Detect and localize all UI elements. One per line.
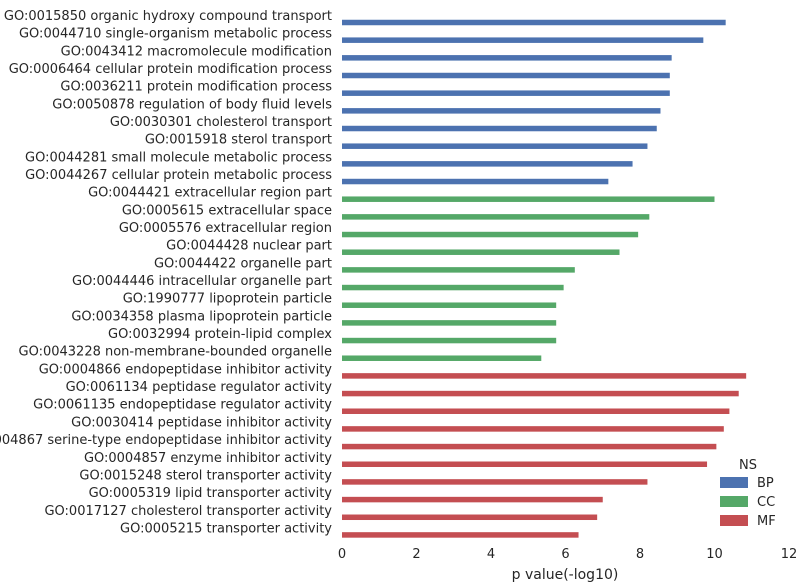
category-label: GO:0030301 cholesterol transport xyxy=(110,115,332,130)
bar xyxy=(342,90,670,96)
bar xyxy=(342,479,648,485)
category-label: GO:0044421 extracellular region part xyxy=(88,186,332,201)
category-label: GO:0044710 single-organism metabolic pro… xyxy=(19,27,332,42)
legend-swatch xyxy=(720,477,748,488)
category-label: GO:0015918 sterol transport xyxy=(145,133,332,148)
category-label: GO:0005576 extracellular region xyxy=(119,221,332,236)
legend: NS BP CC MF xyxy=(720,458,776,529)
legend-label: BP xyxy=(757,476,774,491)
bar xyxy=(342,37,704,43)
category-label: GO:0004866 endopeptidase inhibitor activ… xyxy=(39,362,333,377)
category-label: GO:0017127 cholesterol transporter activ… xyxy=(44,504,332,519)
bar xyxy=(342,267,575,273)
legend-swatch xyxy=(720,515,748,526)
legend-label: CC xyxy=(757,495,775,510)
x-tick-label: 6 xyxy=(561,547,569,562)
bar xyxy=(342,337,557,344)
bar xyxy=(342,514,598,521)
bar xyxy=(342,214,650,220)
bar xyxy=(342,426,724,432)
bar xyxy=(342,249,620,255)
category-label: GO:0034358 plasma lipoprotein particle xyxy=(71,309,332,324)
bar xyxy=(342,320,557,326)
bar xyxy=(342,390,739,397)
bar xyxy=(342,125,657,132)
bar xyxy=(342,231,639,238)
bar xyxy=(342,373,747,379)
category-label: GO:0006464 cellular protein modification… xyxy=(9,62,332,77)
category-label: GO:0015248 sterol transporter activity xyxy=(79,468,332,483)
category-label: GO:0061134 peptidase regulator activity xyxy=(66,380,333,395)
category-label: GO:1990777 lipoprotein particle xyxy=(123,292,332,307)
category-label: GO:0015850 organic hydroxy compound tran… xyxy=(4,9,332,24)
x-tick-label: 2 xyxy=(412,547,420,562)
category-label: GO:0043412 macromolecule modification xyxy=(61,44,332,59)
category-label: GO:0044267 cellular protein metabolic pr… xyxy=(25,168,332,183)
bar xyxy=(342,143,648,149)
bar xyxy=(342,72,670,79)
bar xyxy=(342,19,726,26)
legend-label: MF xyxy=(757,514,776,529)
legend-title: NS xyxy=(739,458,757,473)
bar xyxy=(342,108,661,114)
category-label: GO:0044446 intracellular organelle part xyxy=(72,274,332,289)
category-label: GO:0036211 protein modification process xyxy=(60,80,332,95)
category-label: GO:0005319 lipid transporter activity xyxy=(89,486,333,501)
category-label: GO:0032994 protein-lipid complex xyxy=(108,327,332,342)
x-axis-label: p value(-log10) xyxy=(512,567,619,583)
bar xyxy=(342,55,672,61)
x-tick-label: 0 xyxy=(338,547,346,562)
x-tick-label: 12 xyxy=(781,547,798,562)
bar xyxy=(342,408,730,414)
category-label: GO:0004857 enzyme inhibitor activity xyxy=(84,451,332,466)
category-label: GO:0044422 organelle part xyxy=(154,256,332,271)
bar xyxy=(342,461,708,467)
bar xyxy=(342,496,603,503)
bar xyxy=(342,355,542,361)
category-label: GO:0004867 serine-type endopeptidase inh… xyxy=(0,433,332,448)
category-labels: GO:0015850 organic hydroxy compound tran… xyxy=(0,9,332,536)
bar xyxy=(342,178,609,185)
bars-group xyxy=(342,19,747,538)
x-tick-label: 8 xyxy=(636,547,644,562)
category-label: GO:0005215 transporter activity xyxy=(120,521,332,536)
x-tick-label: 10 xyxy=(706,547,723,562)
bar xyxy=(342,284,564,291)
category-label: GO:0061135 endopeptidase regulator activ… xyxy=(33,398,332,413)
bar xyxy=(342,302,557,308)
category-label: GO:0044428 nuclear part xyxy=(166,239,332,254)
category-label: GO:0043228 non-membrane-bounded organell… xyxy=(19,345,333,360)
x-axis-ticks: 0 2 4 6 8 10 12 xyxy=(338,547,797,562)
bar xyxy=(342,532,579,538)
legend-swatch xyxy=(720,496,748,507)
bar xyxy=(342,196,715,202)
bar xyxy=(342,161,633,167)
category-label: GO:0044281 small molecule metabolic proc… xyxy=(25,150,332,165)
x-tick-label: 4 xyxy=(487,547,495,562)
category-label: GO:0030414 peptidase inhibitor activity xyxy=(71,415,332,430)
category-label: GO:0005615 extracellular space xyxy=(122,203,332,218)
category-label: GO:0050878 regulation of body fluid leve… xyxy=(52,97,332,112)
bar xyxy=(342,443,717,450)
